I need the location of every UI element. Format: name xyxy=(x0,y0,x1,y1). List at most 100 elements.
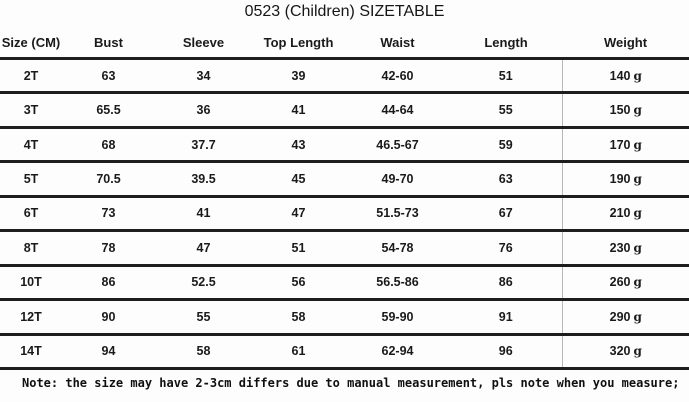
weight-unit: g xyxy=(633,309,642,324)
weight-value: 320 xyxy=(609,344,631,359)
cell-size: 5T xyxy=(0,161,62,198)
cell-weight: 210 g xyxy=(561,196,689,233)
cell-bust: 65.5 xyxy=(62,92,155,129)
column-header-waist: Waist xyxy=(345,28,450,60)
cell-length: 91 xyxy=(450,299,562,336)
cell-top-length: 61 xyxy=(252,334,345,370)
weight-unit: g xyxy=(633,103,642,118)
cell-waist: 44-64 xyxy=(345,92,450,129)
cell-bust: 86 xyxy=(62,265,155,302)
cell-waist: 46.5-67 xyxy=(345,127,450,164)
cell-bust: 94 xyxy=(62,334,155,370)
cell-top-length: 39 xyxy=(252,58,345,95)
cell-size: 10T xyxy=(0,265,62,302)
cell-length: 59 xyxy=(450,127,562,164)
weight-unit: g xyxy=(633,275,642,290)
cell-weight: 150 g xyxy=(561,92,689,129)
column-header-sleeve: Sleeve xyxy=(155,28,252,60)
cell-waist: 42-60 xyxy=(345,58,450,95)
cell-sleeve: 37.7 xyxy=(155,127,252,164)
cell-bust: 63 xyxy=(62,58,155,95)
cell-top-length: 56 xyxy=(252,265,345,302)
cell-weight: 190 g xyxy=(561,161,689,198)
column-header-top-length: Top Length xyxy=(252,28,345,60)
weight-unit: g xyxy=(633,172,642,187)
cell-length: 51 xyxy=(450,58,562,95)
cell-size: 6T xyxy=(0,196,62,233)
column-header-size: Size (CM) xyxy=(0,28,62,60)
cell-sleeve: 55 xyxy=(155,299,252,336)
cell-top-length: 43 xyxy=(252,127,345,164)
weight-value: 260 xyxy=(609,275,631,290)
cell-size: 2T xyxy=(0,58,62,95)
cell-sleeve: 39.5 xyxy=(155,161,252,198)
cell-bust: 68 xyxy=(62,127,155,164)
weight-value: 150 xyxy=(609,103,631,118)
weight-unit: g xyxy=(633,344,642,359)
column-header-weight: Weight xyxy=(562,28,689,60)
cell-top-length: 45 xyxy=(252,161,345,198)
column-header-length: Length xyxy=(450,28,562,60)
cell-waist: 59-90 xyxy=(345,299,450,336)
header-row: Size (CM) Bust Sleeve Top Length Waist L… xyxy=(0,28,689,60)
cell-sleeve: 34 xyxy=(155,58,252,95)
cell-length: 96 xyxy=(450,334,562,370)
weight-value: 290 xyxy=(609,309,631,324)
weight-value: 190 xyxy=(609,172,631,187)
table-row: 3T 65.5 36 41 44-64 55 150 g xyxy=(0,92,689,129)
cell-sleeve: 36 xyxy=(155,92,252,129)
cell-top-length: 51 xyxy=(252,230,345,267)
cell-length: 55 xyxy=(450,92,562,129)
weight-unit: g xyxy=(633,68,642,83)
cell-sleeve: 41 xyxy=(155,196,252,233)
cell-waist: 49-70 xyxy=(345,161,450,198)
cell-bust: 73 xyxy=(62,196,155,233)
cell-size: 3T xyxy=(0,92,62,129)
table-row: 8T 78 47 51 54-78 76 230 g xyxy=(0,230,689,267)
cell-size: 12T xyxy=(0,299,62,336)
cell-size: 4T xyxy=(0,127,62,164)
weight-unit: g xyxy=(633,137,642,152)
table-row: 6T 73 41 47 51.5-73 67 210 g xyxy=(0,196,689,233)
cell-waist: 62-94 xyxy=(345,334,450,370)
table-row: 12T 90 55 58 59-90 91 290 g xyxy=(0,299,689,336)
cell-weight: 260 g xyxy=(561,265,689,302)
weight-value: 140 xyxy=(609,68,631,83)
column-header-bust: Bust xyxy=(62,28,155,60)
cell-length: 63 xyxy=(450,161,562,198)
cell-length: 67 xyxy=(450,196,562,233)
cell-bust: 70.5 xyxy=(62,161,155,198)
cell-top-length: 41 xyxy=(252,92,345,129)
cell-size: 14T xyxy=(0,334,62,370)
weight-unit: g xyxy=(633,206,642,221)
page-title: 0523 (Children) SIZETABLE xyxy=(244,3,445,20)
cell-length: 86 xyxy=(450,265,562,302)
weight-value: 230 xyxy=(609,240,631,255)
cell-weight: 170 g xyxy=(561,127,689,164)
cell-weight: 290 g xyxy=(561,299,689,336)
measurement-note: Note: the size may have 2-3cm differs du… xyxy=(22,376,680,390)
cell-waist: 51.5-73 xyxy=(345,196,450,233)
table-row: 14T 94 58 61 62-94 96 320 g xyxy=(0,334,689,370)
cell-size: 8T xyxy=(0,230,62,267)
table-row: 10T 86 52.5 56 56.5-86 86 260 g xyxy=(0,265,689,302)
weight-value: 210 xyxy=(609,206,631,221)
cell-bust: 90 xyxy=(62,299,155,336)
cell-sleeve: 47 xyxy=(155,230,252,267)
cell-sleeve: 52.5 xyxy=(155,265,252,302)
cell-length: 76 xyxy=(450,230,562,267)
cell-weight: 140 g xyxy=(561,58,689,95)
cell-top-length: 58 xyxy=(252,299,345,336)
cell-top-length: 47 xyxy=(252,196,345,233)
cell-bust: 78 xyxy=(62,230,155,267)
cell-waist: 54-78 xyxy=(345,230,450,267)
weight-value: 170 xyxy=(609,137,631,152)
table-row: 5T 70.5 39.5 45 49-70 63 190 g xyxy=(0,161,689,198)
table-row: 2T 63 34 39 42-60 51 140 g xyxy=(0,58,689,95)
cell-weight: 230 g xyxy=(561,230,689,267)
size-table: Size (CM) Bust Sleeve Top Length Waist L… xyxy=(0,28,689,370)
table-row: 4T 68 37.7 43 46.5-67 59 170 g xyxy=(0,127,689,164)
cell-weight: 320 g xyxy=(561,334,689,370)
cell-sleeve: 58 xyxy=(155,334,252,370)
cell-waist: 56.5-86 xyxy=(345,265,450,302)
